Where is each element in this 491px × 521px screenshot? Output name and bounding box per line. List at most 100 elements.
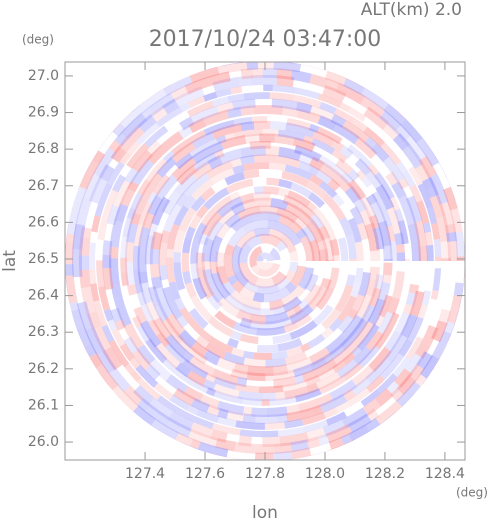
echo-cell [391,181,407,199]
echo-cell [136,325,151,343]
echo-cell [267,316,293,331]
echo-cell [229,457,242,460]
echo-cell [252,292,265,303]
echo-cell [124,111,132,119]
echo-cell [82,173,102,201]
x-unit: (deg) [456,486,488,500]
echo-cell [317,93,342,108]
echo-cell [287,190,311,208]
echo-cell [137,226,151,252]
echo-cell [110,307,123,323]
echo-cell [347,217,362,243]
echo-cell [408,364,425,381]
echo-cell [203,123,222,136]
echo-cell [402,303,415,316]
echo-cell [431,320,448,343]
echo-cell [383,103,406,125]
echo-cell [204,277,225,303]
echo-cell [322,237,335,260]
echo-cell [235,420,265,430]
echo-cell [261,399,270,406]
echo-cell [152,317,172,340]
echo-cell [406,119,421,136]
x-tick-label: 127.4 [125,466,165,482]
echo-cell [371,191,388,214]
echo-cell [154,84,172,95]
echo-cell [232,164,245,175]
echo-cell [420,354,440,379]
echo-cell [265,311,290,325]
echo-cell [148,319,162,336]
echo-cell [191,161,213,180]
echo-cell [231,280,245,294]
echo-cell [396,244,405,253]
echo-cell [190,295,213,322]
echo-cell [102,268,114,290]
echo-cell [133,268,144,294]
echo-cell [158,265,168,281]
echo-cell [289,320,318,340]
y-tick-label: 26.4 [28,288,59,304]
echo-cell [174,297,186,311]
echo-cell [345,274,356,287]
echo-cell [258,385,284,394]
echo-cell [255,98,272,107]
echo-cell [327,445,342,451]
echo-cell [407,316,424,343]
echo-cell [259,169,283,178]
echo-cell [185,282,197,299]
echo-cell [320,277,332,289]
echo-cell [278,214,303,234]
echo-cell [409,290,425,317]
echo-cell [207,294,223,311]
echo-cell [292,304,304,316]
echo-cell [373,314,385,327]
echo-cell [156,156,177,178]
echo-cell [385,312,400,333]
echo-cell [225,178,254,194]
echo-cell [223,254,236,279]
echo-cell [124,167,139,185]
echo-cell [288,261,299,273]
echo-cell [422,177,436,191]
echo-cell [252,178,266,186]
echo-cell [331,149,348,164]
echo-cell [253,104,284,115]
echo-cell [427,259,434,261]
echo-cell [318,367,336,381]
echo-cell [144,364,161,381]
echo-cell [175,362,192,378]
echo-cell [367,163,380,176]
echo-cell [76,327,81,339]
echo-cell [205,451,230,458]
echo-cell [145,338,168,364]
echo-cell [340,433,352,445]
echo-cell [433,351,444,368]
echo-cell [259,133,275,143]
echo-cell [317,126,343,145]
echo-cell [140,303,154,323]
echo-cell [405,336,424,360]
echo-cell [321,327,334,340]
echo-cell [171,156,197,181]
echo-cell [319,68,332,73]
echo-cell [72,223,86,250]
echo-cell [130,192,144,211]
echo-cell [440,240,451,259]
echo-cell [239,317,252,329]
echo-cell [285,202,313,226]
echo-cell [192,152,218,172]
echo-cell [147,195,164,216]
echo-cell [187,100,215,118]
echo-cell [130,212,142,226]
echo-cell [345,234,357,260]
echo-cell [271,350,288,360]
echo-cell [428,173,443,190]
chart-title: 2017/10/24 03:47:00 [149,27,382,52]
echo-cell [313,304,334,326]
echo-cell [363,136,377,150]
x-tick-label: 128.0 [305,466,345,482]
echo-cell [215,438,236,452]
echo-cell [190,105,220,125]
echo-cell [192,277,208,300]
